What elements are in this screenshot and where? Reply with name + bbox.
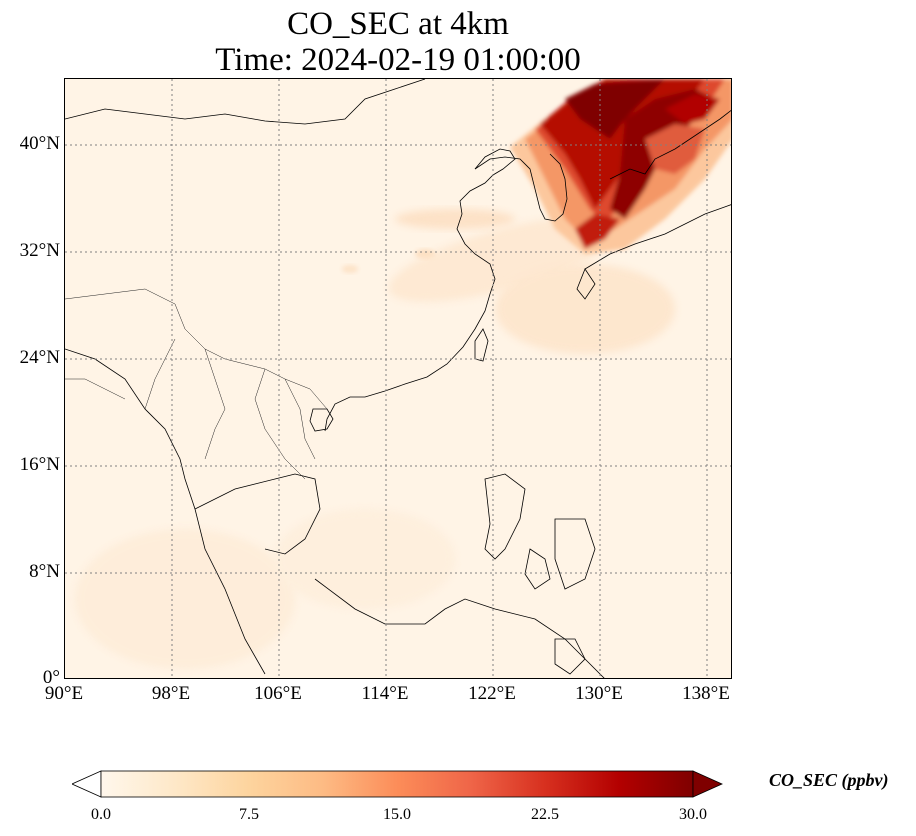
colorbar-tick-label: 7.5	[239, 806, 259, 823]
colorbar-tick-label: 30.0	[679, 806, 707, 823]
colorbar-tick-label: 0.0	[91, 806, 111, 823]
y-tick-label: 32°N	[19, 240, 60, 261]
y-tick-label: 24°N	[19, 347, 60, 368]
co-plume	[510, 79, 731, 254]
x-tick-label: 130°E	[575, 683, 623, 704]
colorbar-gradient	[100, 770, 694, 798]
x-tick-label: 90°E	[44, 683, 84, 704]
map-title: CO_SEC at 4km	[287, 6, 509, 42]
map-subtitle-time: Time: 2024-02-19 01:00:00	[215, 42, 581, 78]
country-borders	[65, 288, 328, 480]
colorbar-max-extend	[692, 770, 723, 798]
x-tick-label: 138°E	[682, 683, 730, 704]
y-tick-label: 0°	[42, 667, 60, 688]
map-panel	[64, 78, 732, 679]
y-tick-label: 16°N	[19, 454, 60, 475]
colorbar-tick-label: 22.5	[531, 806, 559, 823]
colorbar-label: CO_SEC (ppbv)	[769, 770, 889, 790]
colorbar	[72, 770, 723, 798]
x-tick-label: 122°E	[468, 683, 516, 704]
y-tick-label: 40°N	[19, 133, 60, 154]
colorbar-tick-label: 15.0	[383, 806, 411, 823]
map-canvas	[65, 79, 731, 678]
background-shading	[75, 209, 675, 669]
y-tick-label: 8°N	[29, 561, 60, 582]
x-tick-label: 114°E	[361, 683, 409, 704]
x-tick-label: 98°E	[151, 683, 191, 704]
coastlines	[65, 79, 731, 678]
gridlines	[65, 79, 731, 678]
x-tick-label: 106°E	[254, 683, 302, 704]
colorbar-min-extend	[72, 770, 102, 798]
